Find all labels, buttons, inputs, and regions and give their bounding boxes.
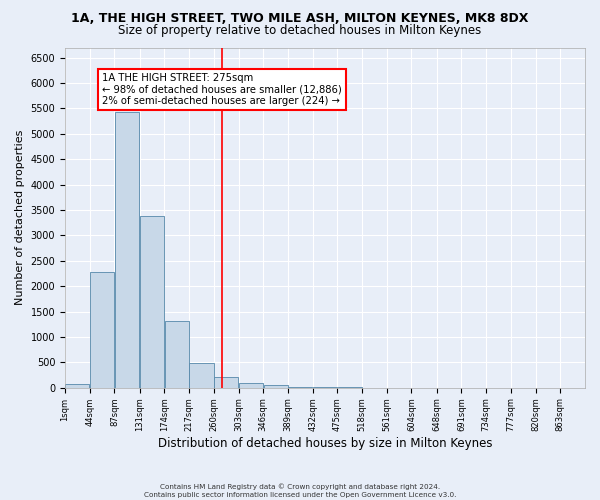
Bar <box>115 112 139 388</box>
Bar <box>288 386 313 388</box>
Bar <box>313 387 337 388</box>
Text: 1A THE HIGH STREET: 275sqm
← 98% of detached houses are smaller (12,886)
2% of s: 1A THE HIGH STREET: 275sqm ← 98% of deta… <box>102 73 341 106</box>
Bar <box>165 321 189 388</box>
Bar <box>140 216 164 388</box>
X-axis label: Distribution of detached houses by size in Milton Keynes: Distribution of detached houses by size … <box>158 437 492 450</box>
Bar <box>190 364 214 388</box>
Text: Size of property relative to detached houses in Milton Keynes: Size of property relative to detached ho… <box>118 24 482 37</box>
Text: Contains HM Land Registry data © Crown copyright and database right 2024.
Contai: Contains HM Land Registry data © Crown c… <box>144 484 456 498</box>
Text: 1A, THE HIGH STREET, TWO MILE ASH, MILTON KEYNES, MK8 8DX: 1A, THE HIGH STREET, TWO MILE ASH, MILTO… <box>71 12 529 26</box>
Y-axis label: Number of detached properties: Number of detached properties <box>15 130 25 306</box>
Bar <box>239 382 263 388</box>
Bar <box>65 384 89 388</box>
Bar <box>214 377 238 388</box>
Bar <box>263 385 287 388</box>
Bar <box>90 272 114 388</box>
